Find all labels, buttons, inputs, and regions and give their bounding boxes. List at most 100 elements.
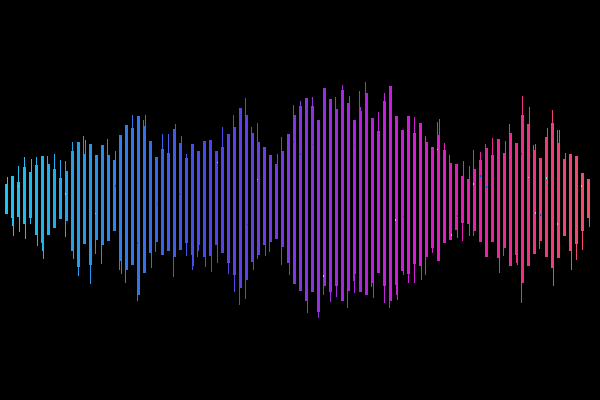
waveform-bar-spike [565,153,566,200]
waveform-speckle [95,212,96,214]
waveform-bar-spike [192,200,193,270]
waveform-bar-spike [373,200,374,298]
waveform-bar [227,134,230,200]
waveform-bar [245,200,248,281]
waveform-bar-spike [347,200,348,309]
waveform-bar-spike [425,200,426,275]
waveform-bar-spike [499,200,500,274]
waveform-bar-spike [492,137,493,200]
waveform-speckle [18,186,19,188]
waveform-bar-spike [205,200,206,267]
waveform-bar [443,200,446,244]
waveform-bar [251,200,254,263]
waveform-bar [281,150,284,200]
waveform-bar [113,159,116,200]
waveform-bar [305,200,308,301]
waveform-speckle [437,148,438,150]
waveform-bar-spike [251,126,252,200]
waveform-bar-spike [539,200,540,250]
waveform-bar-spike [439,119,440,200]
waveform-speckle [403,215,404,217]
waveform-bar-spike [239,200,240,305]
waveform-bar [365,92,368,200]
waveform-bar-spike [463,160,464,200]
waveform-bar [209,140,212,200]
waveform-bar-spike [552,110,553,200]
waveform-bar [161,200,164,255]
waveform-bar [167,200,170,251]
waveform-bar [5,200,8,214]
waveform-bar-spike [457,200,458,239]
waveform-bar-spike [37,200,38,246]
waveform-speckle [521,153,522,156]
waveform-bar-spike [300,101,301,200]
waveform-bar [335,109,338,200]
waveform-bar-spike [553,200,554,286]
waveform-bar [131,200,134,266]
waveform-speckle [528,176,529,178]
waveform-bar-spike [30,200,31,225]
waveform-bar [257,200,260,255]
waveform-bar [467,178,470,200]
waveform-bar-spike [437,121,438,200]
waveform-bar-spike [330,200,331,303]
waveform-bar-spike [516,200,517,263]
waveform-bar [569,200,572,252]
waveform-speckle [323,274,324,277]
waveform-bar [503,152,506,200]
waveform-bar [395,115,398,200]
waveform-bar [329,98,332,200]
waveform-bar-spike [521,200,522,303]
waveform-bar-spike [43,200,44,260]
waveform-speckle [247,223,248,225]
waveform-bar-spike [547,127,548,200]
waveform-bar [65,170,68,200]
waveform-bar-spike [13,200,14,236]
waveform-bar [179,142,182,200]
waveform-bar [269,154,272,200]
waveform-bar-spike [269,200,270,253]
waveform-bar [65,200,68,222]
waveform-bar-spike [529,106,530,200]
waveform-bar [251,132,254,200]
waveform-bar [41,155,44,200]
waveform-bar [401,200,404,271]
waveform-bar-spike [378,112,379,200]
waveform-bar-spike [253,200,254,270]
waveform-bar-spike [217,200,218,264]
waveform-bar [533,200,536,255]
waveform-bar-spike [257,122,258,200]
waveform-speckle [354,145,355,147]
waveform-bar [203,200,206,257]
waveform-bar-spike [145,114,146,200]
waveform-bar [311,200,314,292]
waveform-bar-spike [234,200,235,293]
waveform-bar [419,123,422,200]
waveform-bar-spike [65,161,66,200]
waveform-bar [557,200,560,258]
waveform-bar [425,141,428,200]
waveform-bar-spike [181,136,182,200]
waveform-bar [533,149,536,200]
waveform-bar-spike [198,200,199,251]
waveform-bar [287,133,290,200]
waveform-bar [53,200,56,228]
waveform-bar [449,163,452,200]
waveform-bar-spike [371,200,372,288]
waveform-bar-spike [151,200,152,268]
waveform-bar [371,117,374,200]
waveform-speckle [257,178,258,180]
waveform-bar [323,87,326,200]
waveform-speckle [581,185,582,188]
waveform-speckle [277,165,278,167]
waveform-bar [107,154,110,200]
waveform-bar [209,200,212,256]
waveform-bar-spike [349,96,350,200]
waveform-bar [89,143,92,200]
waveform-bar-spike [444,143,445,200]
waveform-bar [17,200,20,217]
waveform-bar-spike [193,200,194,267]
waveform-bar [521,200,524,283]
waveform-bar-spike [155,200,156,252]
